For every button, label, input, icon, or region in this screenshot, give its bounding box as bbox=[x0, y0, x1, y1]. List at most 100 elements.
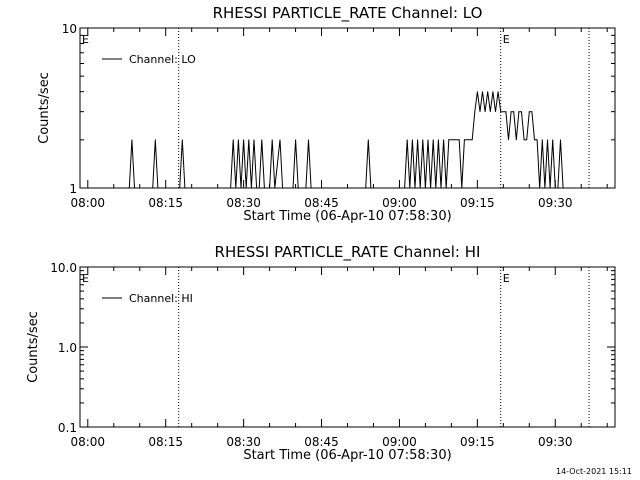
panel-lo-data-point bbox=[515, 139, 517, 141]
panel-lo-legend-label: Channel: LO bbox=[129, 53, 196, 66]
panel-lo-data-point bbox=[461, 187, 463, 189]
panel-lo-data-point bbox=[487, 91, 489, 93]
panel-hi-y-tick-label: 10.0 bbox=[50, 261, 77, 275]
panel-hi-x-axis-label: Start Time (06-Apr-10 07:58:30) bbox=[243, 448, 451, 463]
panel-lo-data-point bbox=[261, 139, 263, 141]
panel-lo-title: RHESSI PARTICLE_RATE Channel: LO bbox=[213, 4, 483, 23]
panel-lo-data-point bbox=[427, 139, 429, 141]
panel-lo-data-point bbox=[505, 111, 507, 113]
panel-lo-data-point bbox=[370, 187, 372, 189]
panel-lo-data-point bbox=[179, 187, 181, 189]
panel-lo-data-point bbox=[557, 187, 559, 189]
panel-lo-data-point bbox=[157, 187, 159, 189]
panel-lo-data-point bbox=[240, 187, 242, 189]
panel-lo-data-point bbox=[154, 139, 156, 141]
panel-lo-data-point bbox=[492, 91, 494, 93]
panel-lo-data-point bbox=[414, 187, 416, 189]
panel-lo-data-point bbox=[539, 187, 541, 189]
panel-lo-data-point bbox=[271, 139, 273, 141]
panel-lo-data-point bbox=[269, 187, 270, 189]
panel-lo-x-tick-label: 09:00 bbox=[382, 196, 417, 210]
panel-lo-data-point bbox=[253, 139, 255, 141]
panel-lo-data-point bbox=[243, 139, 245, 141]
panel-lo-data-point bbox=[479, 111, 481, 113]
panel-hi-plot-frame bbox=[79, 266, 616, 428]
panel-lo-data-point bbox=[476, 91, 478, 93]
panel-lo-data-point bbox=[484, 111, 486, 113]
panel-lo-data-point bbox=[463, 139, 465, 141]
panel-hi-event-marker: E bbox=[82, 272, 89, 285]
panel-lo-event-marker: E bbox=[503, 33, 510, 46]
panel-lo-data-point bbox=[419, 187, 421, 189]
panel-lo-data-point bbox=[448, 139, 450, 141]
panel-hi-x-tick-label: 08:30 bbox=[226, 435, 261, 449]
panel-lo-x-tick-label: 08:30 bbox=[226, 196, 261, 210]
panel-lo-data-point bbox=[500, 111, 502, 113]
panel-lo-data-point bbox=[528, 111, 530, 113]
panel-lo-data-point bbox=[508, 139, 509, 141]
panel-hi-y-tick-label: 0.1 bbox=[58, 421, 77, 435]
panel-lo-data-point bbox=[409, 187, 411, 189]
panel-lo-data-point bbox=[437, 139, 439, 141]
panel-lo-data-point bbox=[274, 187, 276, 189]
panel-lo-y-tick-label: 1 bbox=[69, 182, 77, 196]
panel-hi-event-marker: E bbox=[503, 272, 510, 285]
panel-lo-data-point bbox=[534, 139, 535, 141]
panel-hi-y-tick-label: 1.0 bbox=[58, 341, 77, 355]
panel-lo-data-point bbox=[489, 111, 491, 113]
timestamp-label: 14-Oct-2021 15:11 bbox=[556, 467, 632, 476]
panel-lo-data-point bbox=[282, 187, 283, 189]
panel-lo-data-point bbox=[248, 139, 250, 141]
panel-lo-data-point bbox=[297, 187, 299, 189]
panel-hi-title: RHESSI PARTICLE_RATE Channel: HI bbox=[215, 243, 481, 262]
panel-hi-y-axis-label: Counts/sec bbox=[26, 311, 41, 383]
panel-lo-x-tick-label: 08:00 bbox=[70, 196, 105, 210]
panel-lo-data-point bbox=[549, 187, 551, 189]
panel-hi-x-tick-label: 08:15 bbox=[148, 435, 183, 449]
panel-lo-data-point bbox=[184, 187, 186, 189]
panel-lo-data-point bbox=[495, 111, 496, 113]
panel-lo-data-point bbox=[251, 187, 252, 189]
panel-lo-data-point bbox=[406, 139, 408, 141]
panel-lo-x-tick-label: 09:15 bbox=[460, 196, 495, 210]
panel-lo-data-point bbox=[258, 187, 260, 189]
panel-lo-data-point bbox=[232, 139, 234, 141]
panel-lo-data-point bbox=[152, 187, 154, 189]
panel-lo-data-point bbox=[292, 187, 294, 189]
panel-lo-data-point bbox=[422, 139, 424, 141]
panel-lo-data-point bbox=[544, 187, 546, 189]
panel-lo-data-point bbox=[531, 111, 533, 113]
panel-lo-data-point bbox=[367, 139, 369, 141]
panel-lo-data-point bbox=[79, 187, 81, 189]
panel-lo-data-point bbox=[521, 111, 522, 113]
panel-lo-data-point bbox=[445, 187, 447, 189]
panel-lo-data-point bbox=[554, 187, 556, 189]
panel-lo-data-point bbox=[523, 139, 525, 141]
panel-lo-data-point bbox=[560, 139, 561, 141]
panel-hi-legend-label: Channel: HI bbox=[129, 292, 193, 305]
panel-lo-data-point bbox=[365, 187, 367, 189]
panel-lo-x-tick-label: 08:45 bbox=[304, 196, 339, 210]
panel-lo-data-point bbox=[513, 111, 515, 113]
panel-lo-data-point bbox=[518, 111, 520, 113]
panel-lo-data-point bbox=[458, 139, 460, 141]
panel-lo-series-line bbox=[80, 91, 564, 189]
panel-lo-data-point bbox=[526, 139, 528, 141]
panel-lo-data-point bbox=[412, 139, 413, 141]
panel-hi-x-tick-label: 08:00 bbox=[70, 435, 105, 449]
panel-hi-x-tick-label: 08:45 bbox=[304, 435, 339, 449]
panel-lo-x-tick-label: 08:15 bbox=[148, 196, 183, 210]
panel-lo-data-point bbox=[482, 91, 483, 93]
panel-lo-data-point bbox=[256, 187, 258, 189]
panel-lo-data-point bbox=[432, 139, 434, 141]
panel-lo-data-point bbox=[471, 139, 473, 141]
panel-lo-data-point bbox=[510, 111, 512, 113]
panel-lo-data-point bbox=[440, 187, 442, 189]
panel-lo-data-point bbox=[417, 139, 419, 141]
panel-lo-data-point bbox=[435, 187, 437, 189]
panel-lo-data-point bbox=[552, 139, 554, 141]
panel-hi-x-tick-label: 09:30 bbox=[538, 435, 573, 449]
panel-lo-data-point bbox=[128, 187, 130, 189]
panel-lo-y-tick-label: 10 bbox=[62, 22, 77, 36]
